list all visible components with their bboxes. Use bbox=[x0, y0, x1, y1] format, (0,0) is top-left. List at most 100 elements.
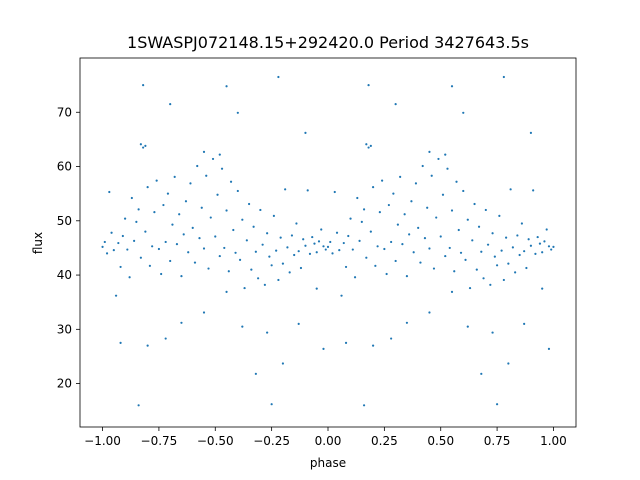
data-point bbox=[119, 341, 122, 344]
data-point bbox=[200, 206, 203, 209]
x-tick-label: 0.00 bbox=[315, 434, 342, 448]
data-point bbox=[247, 202, 251, 206]
data-point bbox=[534, 252, 537, 255]
data-point bbox=[444, 153, 447, 156]
data-point bbox=[196, 164, 199, 168]
data-point bbox=[428, 311, 431, 314]
data-point bbox=[446, 167, 449, 170]
data-point bbox=[295, 222, 298, 225]
x-tick-label: 1.00 bbox=[540, 434, 567, 448]
data-point bbox=[545, 228, 548, 231]
data-point bbox=[547, 347, 551, 350]
data-point bbox=[529, 244, 533, 247]
data-point bbox=[457, 228, 460, 232]
data-point bbox=[486, 243, 490, 246]
data-point bbox=[281, 262, 285, 265]
data-point bbox=[108, 190, 111, 194]
data-point bbox=[423, 237, 427, 240]
data-point bbox=[202, 247, 206, 250]
data-point bbox=[509, 188, 512, 191]
data-point bbox=[223, 246, 226, 250]
data-point bbox=[448, 246, 451, 250]
x-axis: −1.00 −0.75 −0.50 −0.25 0.00 0.25 0.50 0.75 1.00 bbox=[84, 427, 567, 448]
data-point bbox=[284, 188, 287, 191]
data-point bbox=[169, 103, 172, 106]
data-point bbox=[347, 234, 350, 238]
data-point bbox=[209, 216, 212, 219]
data-point bbox=[329, 240, 332, 244]
data-point bbox=[259, 208, 262, 212]
x-tick-label: −0.75 bbox=[141, 434, 178, 448]
data-point bbox=[205, 174, 208, 177]
data-point bbox=[390, 337, 393, 340]
data-point bbox=[306, 189, 309, 192]
data-point bbox=[308, 252, 312, 255]
data-point bbox=[390, 240, 393, 244]
data-point bbox=[462, 189, 465, 193]
data-point bbox=[376, 245, 379, 248]
data-point bbox=[410, 200, 413, 203]
data-point bbox=[238, 258, 242, 261]
data-point bbox=[437, 157, 440, 161]
data-point bbox=[394, 259, 397, 263]
y-tick-label: 50 bbox=[57, 214, 72, 228]
data-point bbox=[277, 278, 280, 282]
data-point bbox=[550, 248, 553, 251]
data-point bbox=[189, 182, 192, 185]
data-point bbox=[480, 372, 483, 375]
data-point bbox=[516, 234, 519, 237]
data-point bbox=[527, 238, 530, 241]
data-point bbox=[358, 239, 361, 242]
data-point bbox=[536, 235, 539, 239]
data-point bbox=[408, 233, 411, 236]
data-point bbox=[477, 225, 481, 228]
data-point bbox=[112, 249, 115, 252]
data-point bbox=[105, 252, 109, 255]
data-point bbox=[444, 254, 447, 258]
data-point bbox=[338, 249, 341, 252]
data-point bbox=[160, 272, 163, 276]
data-point bbox=[241, 218, 244, 221]
data-point bbox=[495, 264, 499, 267]
data-point bbox=[344, 265, 348, 269]
data-point bbox=[493, 255, 496, 258]
data-point bbox=[139, 143, 142, 146]
data-point bbox=[279, 236, 282, 239]
data-point bbox=[435, 216, 438, 219]
data-point bbox=[311, 235, 314, 239]
data-point bbox=[371, 344, 375, 347]
data-point bbox=[137, 208, 140, 211]
data-point bbox=[275, 249, 278, 252]
data-point bbox=[401, 243, 404, 246]
data-point bbox=[468, 286, 472, 290]
data-point bbox=[502, 278, 505, 282]
data-point bbox=[432, 267, 436, 270]
data-point bbox=[164, 337, 167, 340]
data-point bbox=[511, 246, 514, 249]
data-point bbox=[489, 283, 492, 286]
data-point bbox=[302, 238, 305, 241]
data-point bbox=[225, 209, 228, 212]
data-point bbox=[538, 242, 542, 245]
data-point bbox=[139, 256, 142, 259]
x-tick-label: 0.25 bbox=[371, 434, 398, 448]
data-point bbox=[123, 217, 127, 220]
data-point bbox=[331, 252, 334, 255]
data-point bbox=[500, 249, 503, 252]
data-point bbox=[462, 111, 465, 114]
data-point bbox=[114, 294, 118, 297]
data-point bbox=[383, 247, 386, 251]
data-point bbox=[171, 223, 174, 226]
data-point bbox=[254, 372, 257, 375]
data-point bbox=[184, 200, 188, 203]
y-tick-label: 20 bbox=[57, 377, 72, 391]
data-point bbox=[207, 267, 210, 270]
data-point bbox=[117, 241, 120, 245]
data-point bbox=[232, 228, 235, 232]
data-point bbox=[315, 287, 318, 290]
data-point bbox=[229, 180, 233, 183]
data-point bbox=[218, 153, 221, 156]
data-point bbox=[155, 179, 158, 182]
data-point bbox=[257, 277, 260, 280]
plot-frame bbox=[79, 57, 577, 428]
